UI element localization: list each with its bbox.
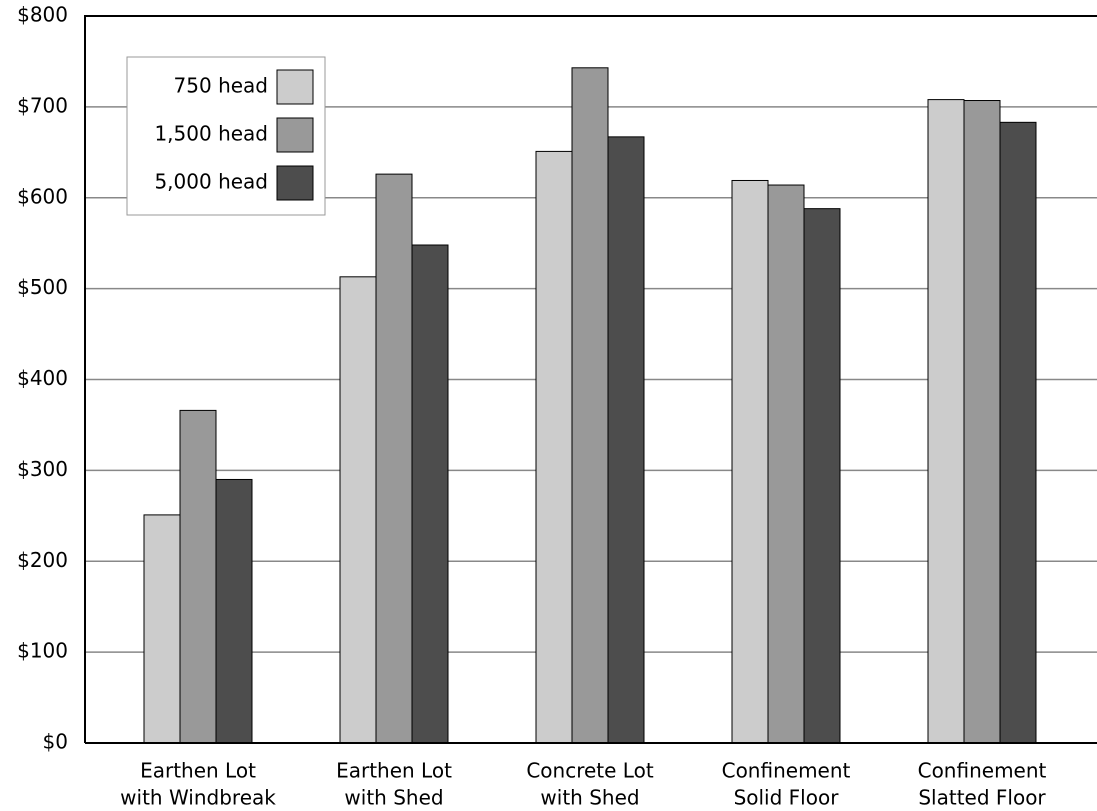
bar (339, 276, 377, 744)
legend-label: 750 head (174, 74, 268, 98)
bar (215, 478, 253, 744)
x-tick-label: Earthen Lot (140, 759, 256, 783)
y-tick-label: $300 (17, 457, 68, 481)
x-tick-label: with Shed (540, 786, 639, 810)
legend-swatch (276, 69, 314, 105)
y-tick-label: $100 (17, 639, 68, 663)
y-tick-label: $400 (17, 366, 68, 390)
x-tick-label: Confinement (918, 759, 1047, 783)
y-tick-label: $200 (17, 548, 68, 572)
y-tick-label: $0 (43, 730, 68, 754)
bar (375, 173, 413, 744)
bar (999, 121, 1037, 744)
bar (731, 179, 769, 744)
bar (143, 514, 181, 744)
x-tick-label: Confinement (722, 759, 851, 783)
legend-label: 5,000 head (154, 170, 268, 194)
y-tick-label: $700 (17, 93, 68, 117)
y-tick-label: $600 (17, 184, 68, 208)
y-tick-label: $500 (17, 275, 68, 299)
bar (927, 99, 965, 744)
legend-swatch (276, 165, 314, 201)
x-tick-label: Concrete Lot (526, 759, 653, 783)
legend-swatch (276, 117, 314, 153)
x-tick-label: with Windbreak (120, 786, 276, 810)
legend-label: 1,500 head (154, 122, 268, 146)
y-tick-label: $800 (17, 3, 68, 27)
x-tick-label: with Shed (344, 786, 443, 810)
x-tick-label: Earthen Lot (336, 759, 452, 783)
bar (571, 67, 609, 744)
bar (179, 409, 217, 744)
bar (607, 136, 645, 744)
bar (803, 208, 841, 744)
bar (411, 244, 449, 744)
x-tick-label: Slatted Floor (918, 786, 1046, 810)
bar (963, 100, 1001, 744)
bar (767, 184, 805, 744)
x-tick-label: Solid Floor (734, 786, 840, 810)
bar (535, 150, 573, 744)
